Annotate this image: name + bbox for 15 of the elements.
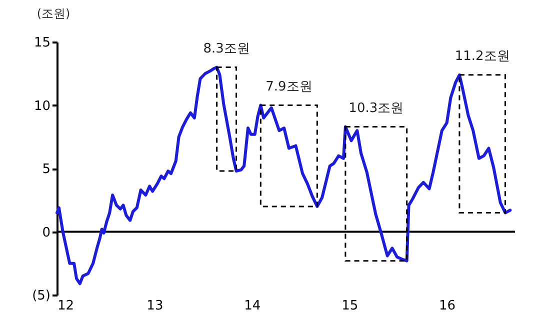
annotation: 10.3조원	[348, 100, 404, 116]
annotation: 7.9조원	[266, 79, 312, 94]
y-tick-label: 10	[34, 98, 50, 114]
y-axis-title: (조원)	[36, 6, 70, 20]
x-tick-label: 14	[244, 298, 261, 314]
y-tick-label: 0	[42, 225, 50, 240]
annotation: 8.3조원	[203, 41, 250, 56]
annotation: 11.2조원	[454, 48, 510, 64]
x-tick-label: 13	[146, 298, 164, 314]
y-tick-label: (5)	[32, 288, 50, 304]
y-tick-label: 15	[34, 36, 50, 50]
x-tick-label: 16	[439, 298, 456, 314]
x-tick-label: 15	[342, 298, 358, 314]
y-tick-label: 5	[42, 162, 50, 177]
x-tick-label: 12	[58, 298, 74, 314]
